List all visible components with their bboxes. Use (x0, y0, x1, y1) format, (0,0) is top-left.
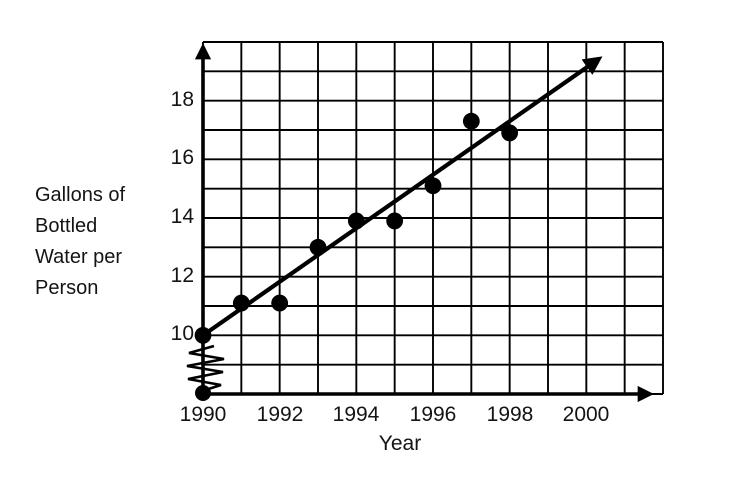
data-point (424, 177, 442, 195)
origin-point (195, 385, 211, 401)
y-tick-label: 18 (170, 88, 194, 111)
axis-break-zigzag (186, 344, 225, 394)
y-axis-title-line: Person (35, 277, 99, 299)
x-tick-label: 1998 (486, 403, 534, 426)
data-point (386, 212, 404, 230)
y-axis-title: Gallons of Bottled Water per Person (35, 180, 125, 304)
y-tick-label: 10 (170, 322, 194, 345)
data-points (194, 112, 519, 401)
x-tick-label: 2000 (562, 403, 610, 426)
y-tick-label: 12 (170, 264, 194, 287)
x-tick-label: 1994 (332, 403, 380, 426)
data-point (271, 294, 289, 312)
y-tick-label: 14 (170, 205, 194, 228)
x-tick-label: 1992 (256, 403, 304, 426)
y-tick-label: 16 (170, 146, 194, 169)
x-tick-label: 1996 (409, 403, 457, 426)
data-point (347, 212, 365, 230)
y-axis-title-line: Gallons of (35, 184, 126, 206)
y-axis-title-line: Water per (35, 246, 123, 268)
data-point (194, 326, 212, 344)
data-point (232, 294, 250, 312)
trend-line (201, 56, 603, 338)
data-point (501, 124, 519, 142)
data-point (462, 112, 480, 130)
x-tick-label: 1990 (179, 403, 227, 426)
x-axis-title: Year (378, 432, 422, 455)
data-point (309, 238, 327, 256)
grid (202, 41, 664, 395)
trend-line-segment (201, 56, 603, 338)
y-axis-break-zigzag-icon (186, 344, 225, 394)
y-axis-title-line: Bottled (35, 215, 98, 237)
